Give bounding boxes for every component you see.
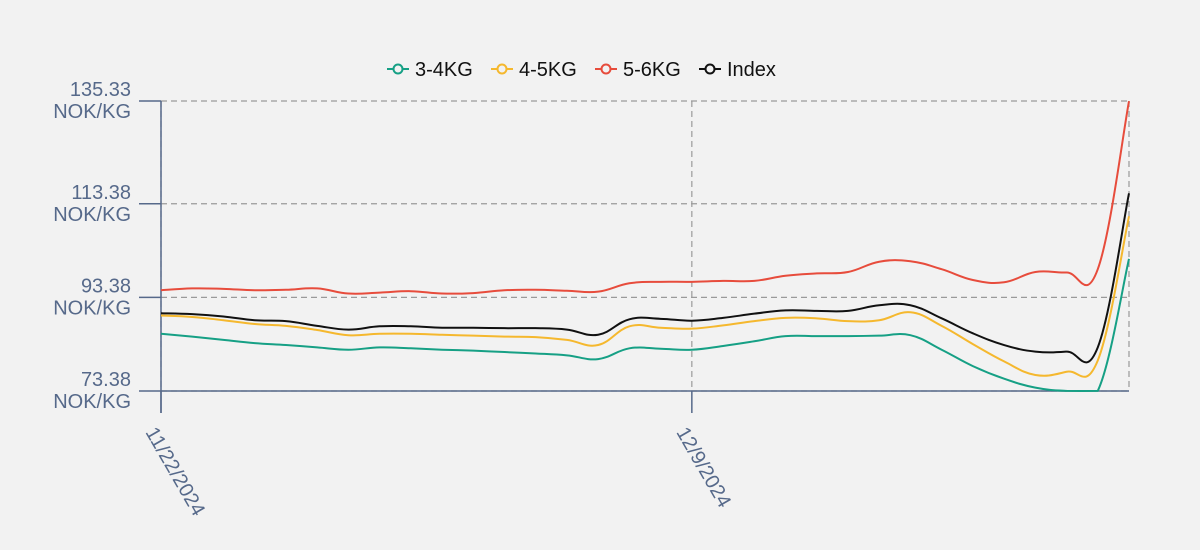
- y-tick-unit: NOK/KG: [53, 297, 131, 319]
- legend: 3-4KG 4-5KG 5-6KG Index: [387, 59, 776, 81]
- y-tick-unit: NOK/KG: [53, 101, 131, 123]
- legend-marker-circle: [600, 63, 612, 75]
- x-tick-labels: 11/22/2024 12/9/2024: [141, 424, 735, 520]
- y-tick-unit: NOK/KG: [53, 391, 131, 413]
- y-tick-unit: NOK/KG: [53, 204, 131, 226]
- series-lines: [160, 100, 1130, 392]
- legend-label: 4-5KG: [519, 59, 577, 81]
- y-tick-value: 135.33: [70, 79, 131, 101]
- legend-marker-circle: [704, 63, 716, 75]
- series-line-4-5kg[interactable]: [160, 216, 1130, 378]
- legend-marker-circle: [392, 63, 404, 75]
- series-line-index[interactable]: [160, 193, 1130, 364]
- axes: [139, 100, 1129, 413]
- legend-label: 5-6KG: [623, 59, 681, 81]
- series-line-5-6kg[interactable]: [160, 100, 1130, 295]
- x-tick-label: 11/22/2024: [141, 424, 209, 520]
- legend-item-3-4kg[interactable]: 3-4KG: [387, 59, 473, 81]
- y-tick-value: 73.38: [81, 369, 131, 391]
- y-tick-labels: 73.38NOK/KG93.38NOK/KG113.38NOK/KG135.33…: [53, 79, 131, 413]
- legend-marker-circle: [496, 63, 508, 75]
- y-tick-value: 93.38: [81, 275, 131, 297]
- legend-label: 3-4KG: [415, 59, 473, 81]
- legend-item-index[interactable]: Index: [699, 59, 776, 81]
- legend-label: Index: [727, 59, 776, 81]
- legend-item-4-5kg[interactable]: 4-5KG: [491, 59, 577, 81]
- legend-item-5-6kg[interactable]: 5-6KG: [595, 59, 681, 81]
- y-tick-value: 113.38: [71, 182, 131, 204]
- x-tick-label: 12/9/2024: [672, 424, 736, 512]
- series-line-3-4kg[interactable]: [160, 258, 1130, 392]
